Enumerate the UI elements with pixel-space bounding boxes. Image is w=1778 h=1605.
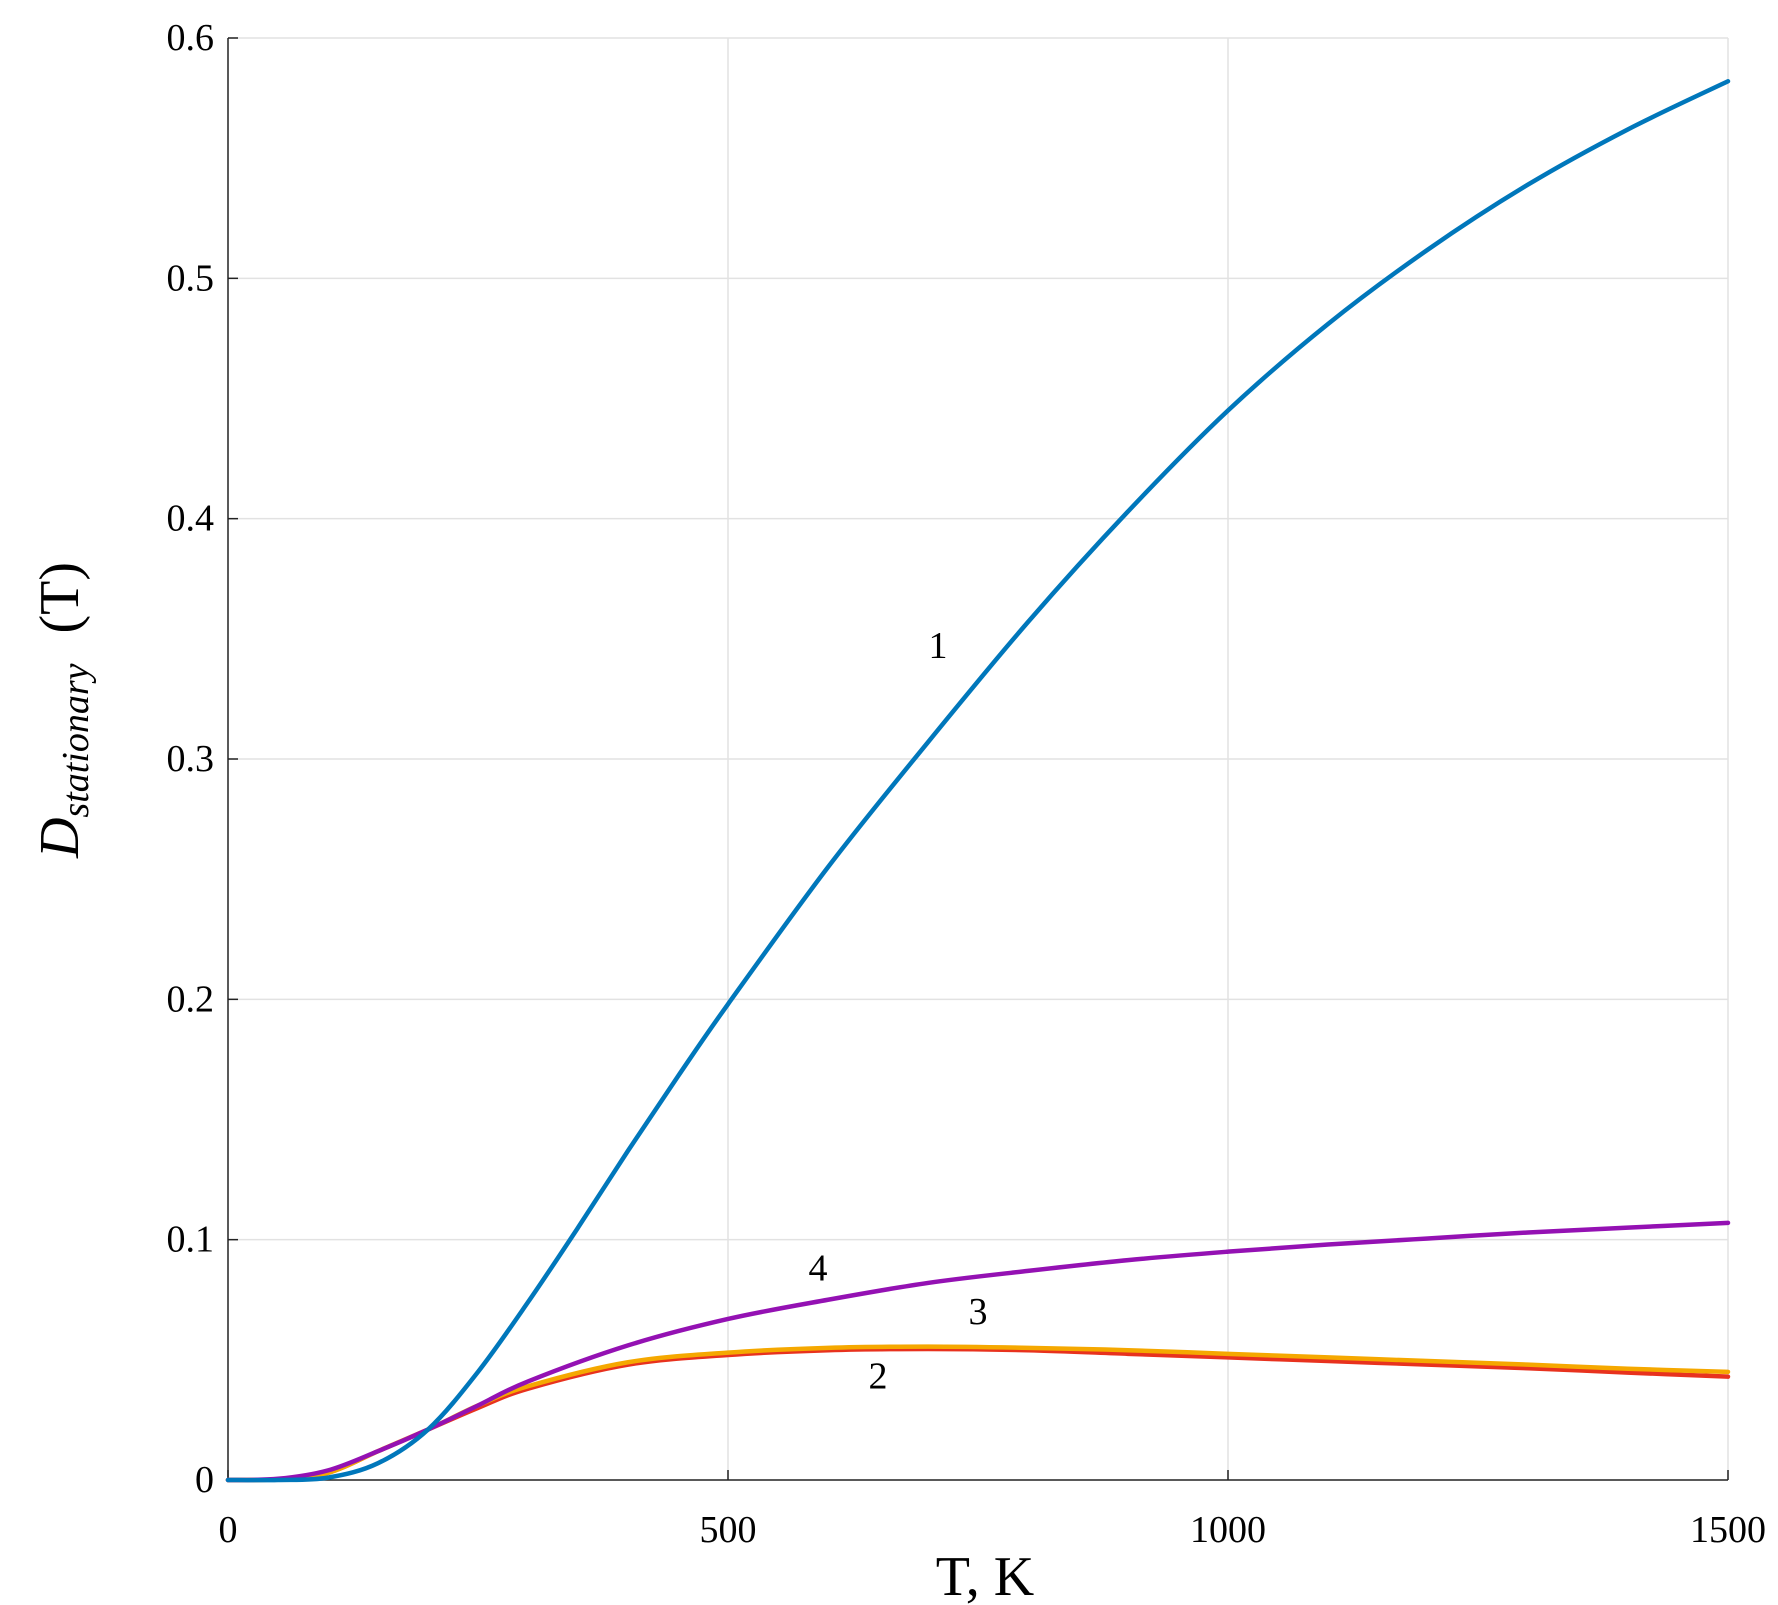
- curve-labels: 1 4 3 2: [809, 625, 988, 1398]
- curve-label-3: 3: [969, 1291, 988, 1333]
- x-tick-label: 1000: [1190, 1509, 1266, 1551]
- svg-text:Dstationary(T): Dstationary (T): [29, 562, 97, 859]
- y-axis-label-subscript: stationary: [55, 663, 97, 817]
- curve-label-1: 1: [929, 625, 948, 667]
- y-axis-label: Dstationary (T): [29, 562, 97, 859]
- tick-labels: 0 500 1000 1500 0 0.1 0.2 0.3 0.4 0.5 0.6: [167, 17, 1767, 1551]
- series-group: [225, 79, 1731, 1483]
- y-tick-label: 0: [195, 1459, 214, 1501]
- curve-label-4: 4: [809, 1248, 828, 1290]
- y-tick-label: 0.2: [167, 978, 215, 1020]
- series-line-1: [225, 79, 1731, 1483]
- x-axis-label: T, K: [936, 1546, 1035, 1605]
- x-tick-label: 0: [219, 1509, 238, 1551]
- x-tick-label: 500: [700, 1509, 757, 1551]
- y-axis-label-suffix: (T): [29, 562, 91, 634]
- curve-label-2: 2: [869, 1356, 888, 1398]
- y-axis-label-main: D: [29, 818, 91, 859]
- y-tick-label: 0.3: [167, 738, 215, 780]
- series-line-2: [225, 1346, 1731, 1483]
- x-tick-label: 1500: [1690, 1509, 1766, 1551]
- y-tick-label: 0.5: [167, 257, 215, 299]
- grid: [228, 37, 1729, 1480]
- y-tick-label: 0.4: [167, 498, 215, 540]
- y-tick-label: 0.1: [167, 1219, 215, 1261]
- y-tick-label: 0.6: [167, 17, 215, 59]
- series-line-4: [225, 1220, 1731, 1483]
